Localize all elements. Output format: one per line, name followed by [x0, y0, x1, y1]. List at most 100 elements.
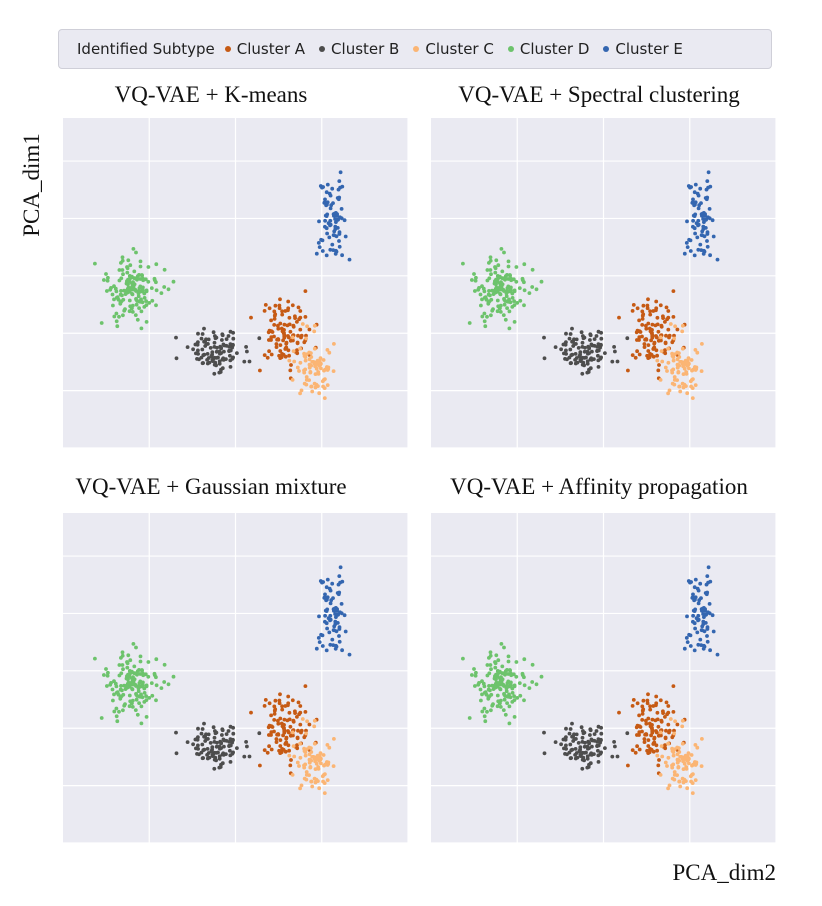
point-cluster-e — [343, 234, 348, 239]
point-cluster-e — [331, 596, 335, 600]
point-cluster-b — [580, 740, 585, 744]
point-cluster-d — [505, 683, 509, 688]
point-cluster-a — [645, 698, 650, 703]
point-cluster-d — [115, 719, 120, 724]
point-cluster-d — [491, 292, 496, 296]
point-cluster-d — [111, 303, 115, 308]
point-cluster-c — [312, 718, 317, 723]
point-cluster-a — [646, 343, 651, 347]
point-cluster-a — [269, 747, 274, 752]
point-cluster-e — [704, 197, 709, 202]
point-cluster-a — [631, 698, 636, 702]
point-cluster-d — [496, 286, 501, 290]
scatter-spectral — [431, 118, 776, 448]
point-cluster-c — [666, 755, 671, 760]
point-cluster-b — [582, 751, 587, 755]
point-cluster-d — [480, 297, 484, 302]
point-cluster-b — [257, 336, 262, 341]
point-cluster-a — [646, 692, 650, 697]
point-cluster-e — [340, 648, 344, 653]
point-cluster-d — [502, 645, 506, 650]
point-cluster-d — [485, 709, 489, 714]
point-cluster-a — [290, 303, 295, 308]
point-cluster-d — [110, 292, 115, 297]
point-cluster-d — [477, 286, 481, 290]
point-cluster-b — [594, 334, 599, 338]
point-cluster-c — [304, 770, 309, 774]
point-cluster-d — [496, 681, 501, 685]
point-cluster-d — [483, 690, 488, 694]
point-cluster-a — [278, 744, 283, 748]
point-cluster-c — [681, 767, 686, 771]
point-cluster-a — [274, 345, 279, 349]
point-cluster-a — [276, 721, 281, 726]
point-cluster-b — [580, 735, 585, 740]
point-cluster-e — [692, 226, 697, 231]
point-cluster-a — [630, 704, 635, 708]
point-cluster-d — [485, 278, 490, 283]
point-cluster-c — [676, 370, 681, 375]
point-cluster-c — [700, 737, 704, 741]
point-cluster-d — [520, 276, 525, 281]
point-cluster-c — [302, 368, 306, 373]
point-cluster-e — [701, 646, 706, 651]
point-cluster-b — [199, 731, 204, 736]
point-cluster-b — [200, 332, 205, 336]
point-cluster-c — [672, 382, 677, 387]
point-cluster-c — [304, 731, 308, 736]
point-cluster-d — [467, 321, 472, 325]
point-cluster-c — [325, 778, 330, 782]
point-cluster-d — [117, 663, 122, 667]
point-cluster-d — [132, 269, 137, 274]
point-cluster-a — [644, 326, 649, 331]
point-cluster-a — [643, 337, 647, 342]
point-cluster-b — [174, 356, 179, 361]
point-cluster-b — [224, 732, 229, 736]
point-cluster-b — [211, 752, 216, 757]
point-cluster-c — [331, 369, 336, 373]
point-cluster-a — [626, 368, 630, 373]
point-cluster-b — [206, 732, 211, 737]
point-cluster-b — [214, 744, 219, 749]
point-cluster-d — [496, 669, 500, 674]
point-cluster-d — [473, 289, 477, 293]
point-cluster-d — [488, 688, 492, 693]
point-cluster-d — [482, 289, 487, 294]
point-cluster-b — [585, 744, 590, 749]
point-cluster-a — [654, 743, 659, 748]
point-cluster-d — [114, 684, 119, 689]
point-cluster-a — [654, 701, 659, 706]
point-cluster-b — [196, 348, 200, 353]
point-cluster-e — [705, 639, 710, 644]
point-cluster-c — [670, 351, 674, 356]
point-cluster-a — [287, 748, 291, 753]
point-cluster-d — [121, 313, 125, 318]
point-cluster-d — [154, 262, 159, 267]
point-cluster-a — [269, 352, 274, 357]
point-cluster-a — [655, 710, 660, 715]
point-cluster-c — [688, 774, 693, 779]
point-cluster-d — [130, 676, 134, 681]
point-cluster-a — [298, 315, 303, 320]
point-cluster-d — [128, 263, 133, 268]
point-cluster-b — [568, 727, 573, 731]
point-cluster-e — [314, 251, 319, 256]
point-cluster-e — [710, 613, 715, 618]
point-cluster-e — [325, 231, 329, 236]
scatter-kmeans — [63, 118, 408, 448]
point-cluster-c — [310, 389, 315, 394]
point-cluster-e — [317, 640, 322, 644]
point-cluster-a — [656, 368, 661, 373]
point-cluster-c — [309, 355, 314, 359]
point-cluster-b — [588, 761, 593, 766]
point-cluster-c — [671, 358, 676, 363]
point-cluster-b — [592, 738, 597, 743]
point-cluster-d — [171, 674, 176, 679]
point-cluster-d — [114, 311, 119, 316]
point-cluster-d — [135, 712, 140, 717]
point-cluster-d — [102, 278, 106, 282]
point-cluster-e — [702, 606, 706, 610]
point-cluster-d — [522, 698, 526, 703]
point-cluster-b — [542, 730, 546, 735]
point-cluster-d — [125, 665, 130, 670]
